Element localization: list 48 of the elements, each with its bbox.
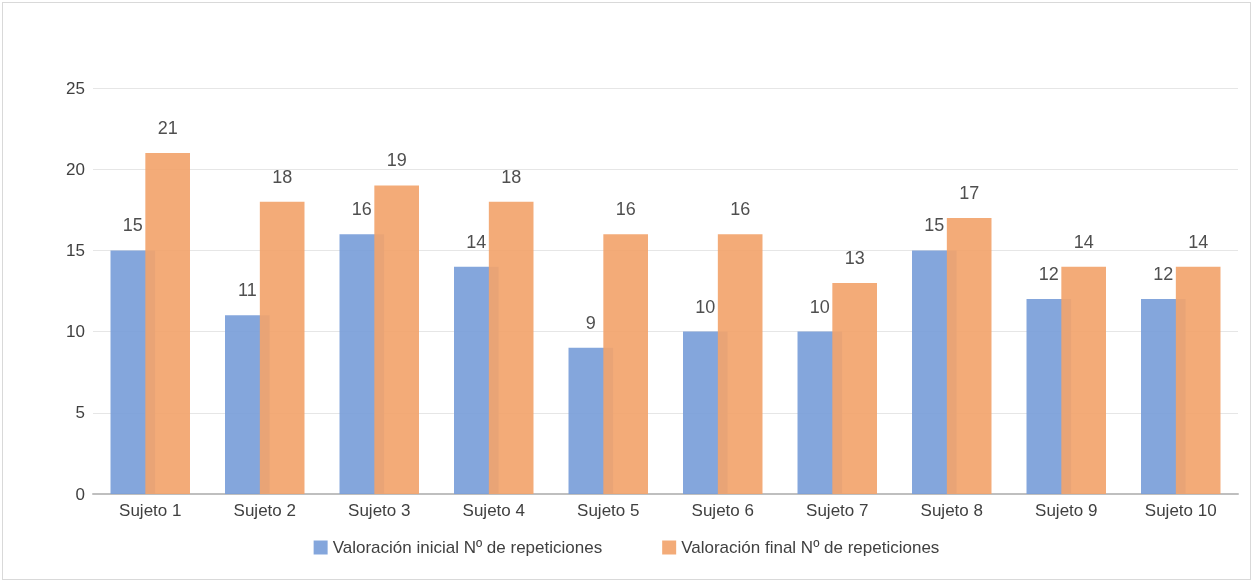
data-label: 14	[1073, 231, 1094, 252]
data-label: 18	[501, 166, 522, 187]
data-label: 10	[809, 296, 830, 317]
data-label: 9	[585, 312, 596, 333]
bar	[946, 217, 992, 494]
y-tick-label: 0	[75, 484, 85, 504]
data-label: 19	[386, 150, 407, 171]
data-label: 12	[1153, 264, 1174, 285]
bar	[1061, 266, 1106, 494]
legend-label: Valoración inicial Nº de repeticiones	[332, 538, 603, 557]
x-tick-label: Sujeto 9	[1035, 501, 1098, 520]
y-tick-label: 5	[75, 403, 85, 423]
bar	[145, 152, 190, 494]
y-tick-label: 15	[66, 240, 85, 260]
data-label: 14	[466, 231, 487, 252]
data-label: 11	[237, 280, 257, 301]
data-label: 10	[695, 296, 716, 317]
data-label: 21	[157, 117, 178, 138]
data-label: 12	[1038, 264, 1059, 285]
x-tick-label: Sujeto 5	[577, 501, 640, 520]
x-tick-label: Sujeto 3	[348, 501, 411, 520]
data-label: 17	[959, 182, 980, 203]
bar	[832, 282, 877, 494]
x-tick-label: Sujeto 10	[1144, 501, 1217, 520]
data-label: 16	[615, 199, 636, 220]
y-tick-label: 25	[66, 78, 85, 98]
data-label: 15	[924, 215, 945, 236]
data-label: 18	[272, 166, 293, 187]
y-tick-label: 10	[66, 322, 85, 342]
data-label: 16	[351, 199, 372, 220]
bar	[488, 201, 534, 494]
legend-label: Valoración final Nº de repeticiones	[681, 538, 940, 557]
bar	[717, 234, 763, 494]
data-label: 14	[1188, 231, 1209, 252]
bar	[603, 234, 648, 494]
x-tick-label: Sujeto 2	[233, 501, 296, 520]
x-tick-label: Sujeto 1	[119, 501, 182, 520]
bar	[1175, 266, 1221, 494]
x-tick-label: Sujeto 4	[462, 501, 525, 520]
x-tick-label: Sujeto 8	[920, 501, 983, 520]
x-tick-label: Sujeto 7	[806, 501, 869, 520]
x-tick-label: Sujeto 6	[691, 501, 754, 520]
data-label: 13	[844, 247, 865, 268]
data-label: 15	[122, 215, 143, 236]
data-label: 16	[730, 199, 751, 220]
bar	[374, 185, 419, 494]
y-tick-label: 20	[66, 159, 85, 179]
bar	[259, 201, 305, 494]
